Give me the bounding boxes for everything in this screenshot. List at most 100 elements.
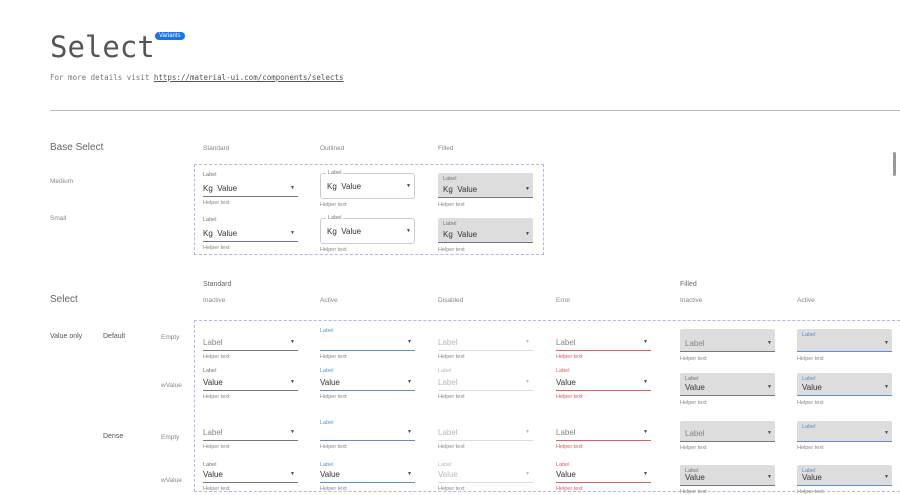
select-filled[interactable]: Label Kg Value ▼ Helper text: [438, 218, 533, 253]
scrollbar[interactable]: [893, 152, 896, 176]
dropdown-arrow-icon[interactable]: ▼: [767, 384, 772, 390]
dropdown-arrow-icon[interactable]: ▼: [407, 429, 412, 435]
select-field[interactable]: Label ▼: [438, 328, 533, 351]
dropdown-arrow-icon[interactable]: ▼: [767, 430, 772, 436]
select-field[interactable]: Label Value ▼: [203, 368, 298, 391]
dropdown-arrow-icon[interactable]: ▼: [290, 185, 295, 191]
select-outlined[interactable]: Label Kg Value ▼ Helper text: [320, 215, 415, 253]
dropdown-arrow-icon[interactable]: ▼: [643, 339, 648, 345]
select-value: Label: [685, 339, 705, 348]
select-field[interactable]: Label ▼: [797, 329, 892, 352]
dropdown-arrow-icon[interactable]: ▼: [525, 186, 530, 192]
select-field[interactable]: Label Kg Value ▼: [320, 215, 415, 244]
select-standard[interactable]: Label Kg Value ▼ Helper text: [203, 217, 298, 251]
helper-text: Helper text: [438, 444, 465, 450]
dropdown-arrow-icon[interactable]: ▼: [767, 340, 772, 346]
select-field[interactable]: Label ▼: [320, 328, 415, 351]
select-filled-active[interactable]: Label Value ▼ Helper text: [797, 373, 892, 406]
select-field[interactable]: Label ▼: [203, 328, 298, 351]
select-standard-inactive-dense[interactable]: Label Value ▼ Helper text: [203, 462, 298, 492]
dropdown-arrow-icon[interactable]: ▼: [525, 379, 530, 385]
select-standard-active[interactable]: Label Value ▼ Helper text: [320, 368, 415, 400]
dropdown-arrow-icon[interactable]: ▼: [290, 379, 295, 385]
select-heading: Select: [50, 294, 78, 305]
select-field[interactable]: Label Value ▼: [797, 465, 892, 486]
select-outlined[interactable]: Label Kg Value ▼ Helper text: [320, 170, 415, 208]
col-outlined: Outlined: [320, 145, 345, 152]
select-field[interactable]: Label ▼: [203, 420, 298, 441]
select-field[interactable]: Label Value ▼: [680, 373, 775, 396]
dropdown-arrow-icon[interactable]: ▼: [525, 471, 530, 477]
dropdown-arrow-icon[interactable]: ▼: [290, 230, 295, 236]
select-standard-inactive[interactable]: Label ▼ Helper text: [203, 328, 298, 360]
select-filled-active-dense[interactable]: Label ▼ Helper text: [797, 421, 892, 451]
select-standard-error[interactable]: Label ▼ Helper text: [556, 328, 651, 360]
docs-link[interactable]: https://material-ui.com/components/selec…: [153, 73, 344, 82]
select-field[interactable]: Label Value ▼: [680, 465, 775, 486]
select-field[interactable]: Label ▼: [556, 328, 651, 351]
dropdown-arrow-icon[interactable]: ▼: [406, 228, 411, 234]
dropdown-arrow-icon[interactable]: ▼: [525, 429, 530, 435]
select-field[interactable]: Label Value ▼: [556, 368, 651, 391]
dropdown-arrow-icon[interactable]: ▼: [643, 471, 648, 477]
select-value: Kg Value: [203, 229, 237, 238]
select-standard-active-dense[interactable]: Label Value ▼ Helper text: [320, 462, 415, 492]
select-field[interactable]: Label Value ▼: [320, 368, 415, 391]
select-field[interactable]: Label ▼: [797, 421, 892, 442]
select-standard-inactive[interactable]: Label Value ▼ Helper text: [203, 368, 298, 400]
helper-text: Helper text: [680, 356, 707, 362]
select-standard-active[interactable]: Label ▼ Helper text: [320, 328, 415, 360]
select-field[interactable]: Label Value ▼: [203, 462, 298, 483]
select-filled-active-dense[interactable]: Label Value ▼ Helper text: [797, 465, 892, 495]
select-value: Value: [438, 470, 458, 479]
select-filled-inactive[interactable]: Label Value ▼ Helper text: [680, 373, 775, 406]
dropdown-arrow-icon[interactable]: ▼: [407, 339, 412, 345]
select-standard-active-dense[interactable]: Label ▼ Helper text: [320, 420, 415, 450]
helper-text: Helper text: [203, 444, 230, 450]
select-filled-inactive[interactable]: Label ▼ Helper text: [680, 329, 775, 362]
select-field[interactable]: Label Kg Value ▼: [438, 218, 533, 243]
helper-text: Helper text: [438, 486, 465, 492]
select-standard-error[interactable]: Label Value ▼ Helper text: [556, 368, 651, 400]
helper-text: Helper text: [556, 486, 583, 492]
select-field[interactable]: Label ▼: [556, 420, 651, 441]
select-field[interactable]: Label Value ▼: [320, 462, 415, 483]
select-field[interactable]: Label ▼: [438, 420, 533, 441]
helper-text: Helper text: [203, 354, 230, 360]
dropdown-arrow-icon[interactable]: ▼: [884, 430, 889, 436]
dropdown-arrow-icon[interactable]: ▼: [884, 340, 889, 346]
select-field[interactable]: Label Value ▼: [556, 462, 651, 483]
select-standard-error-dense[interactable]: Label Value ▼ Helper text: [556, 462, 651, 492]
select-field[interactable]: Label Kg Value ▼: [320, 170, 415, 199]
select-field[interactable]: Label Value ▼: [797, 373, 892, 396]
select-field[interactable]: Label Kg Value ▼: [203, 217, 298, 242]
dropdown-arrow-icon[interactable]: ▼: [643, 379, 648, 385]
select-field[interactable]: Label Kg Value ▼: [438, 173, 533, 198]
select-filled-active[interactable]: Label ▼ Helper text: [797, 329, 892, 362]
select-standard[interactable]: Label Kg Value ▼ Helper text: [203, 172, 298, 206]
select-field[interactable]: Label ▼: [680, 421, 775, 442]
select-field[interactable]: Label ▼: [680, 329, 775, 352]
helper-text: Helper text: [203, 200, 230, 206]
select-filled-inactive-dense[interactable]: Label Value ▼ Helper text: [680, 465, 775, 495]
dropdown-arrow-icon[interactable]: ▼: [290, 339, 295, 345]
dropdown-arrow-icon[interactable]: ▼: [884, 474, 889, 480]
dropdown-arrow-icon[interactable]: ▼: [290, 429, 295, 435]
dropdown-arrow-icon[interactable]: ▼: [290, 471, 295, 477]
dropdown-arrow-icon[interactable]: ▼: [767, 474, 772, 480]
dropdown-arrow-icon[interactable]: ▼: [407, 379, 412, 385]
select-standard-error-dense[interactable]: Label ▼ Helper text: [556, 420, 651, 450]
select-standard-inactive-dense[interactable]: Label ▼ Helper text: [203, 420, 298, 450]
dropdown-arrow-icon[interactable]: ▼: [884, 384, 889, 390]
dropdown-arrow-icon[interactable]: ▼: [525, 231, 530, 237]
select-field[interactable]: Label ▼: [320, 420, 415, 441]
select-field[interactable]: Label Label ▼: [438, 368, 533, 391]
select-filled-inactive-dense[interactable]: Label ▼ Helper text: [680, 421, 775, 451]
select-field[interactable]: Label Value ▼: [438, 462, 533, 483]
dropdown-arrow-icon[interactable]: ▼: [407, 471, 412, 477]
select-field[interactable]: Label Kg Value ▼: [203, 172, 298, 197]
select-filled[interactable]: Label Kg Value ▼ Helper text: [438, 173, 533, 208]
dropdown-arrow-icon[interactable]: ▼: [525, 339, 530, 345]
dropdown-arrow-icon[interactable]: ▼: [406, 183, 411, 189]
dropdown-arrow-icon[interactable]: ▼: [643, 429, 648, 435]
